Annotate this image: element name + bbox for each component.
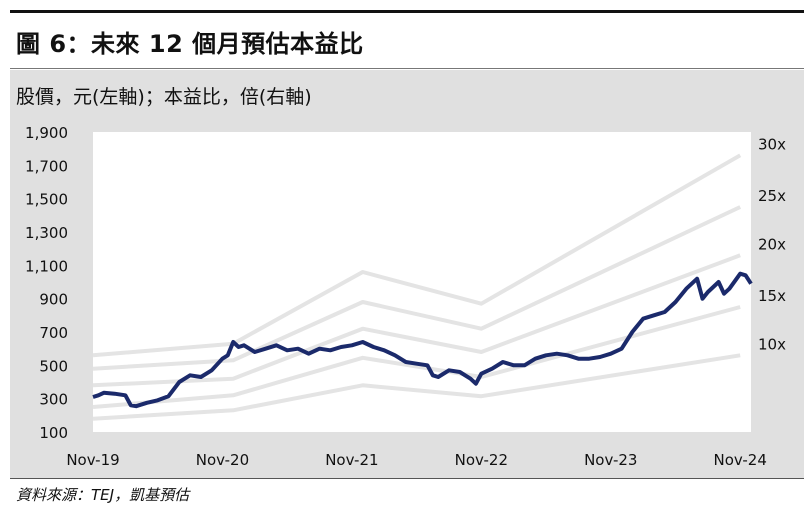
y-tick-label: 1,300 <box>25 224 68 242</box>
pe-band-30x <box>92 153 742 358</box>
figure-title: 圖 6：未來 12 個月預估本益比 <box>16 30 364 58</box>
band-label-25x: 25x <box>758 187 786 205</box>
y-tick-label: 1,100 <box>25 257 68 275</box>
band-label-30x: 30x <box>758 135 786 153</box>
x-tick-label: Nov-21 <box>325 451 378 469</box>
top-rule <box>10 10 804 13</box>
y-tick-label: 700 <box>39 324 68 342</box>
source-note: 資料來源：TEJ，凱基預估 <box>16 486 190 504</box>
pe-band-10x <box>92 353 741 421</box>
chart-subtitle: 股價，元(左軸)；本益比，倍(右軸) <box>16 86 312 108</box>
y-tick-label: 1,900 <box>25 124 68 142</box>
title-divider <box>10 68 804 69</box>
y-left-tick-labels: 100 300 500 700 900 1,100 1,300 1,500 1,700 1,900 <box>25 124 68 442</box>
band-label-15x: 15x <box>758 287 786 305</box>
band-label-20x: 20x <box>758 235 786 253</box>
x-tick-label: Nov-22 <box>455 451 508 469</box>
x-tick-label: Nov-20 <box>196 451 249 469</box>
x-tick-label: Nov-23 <box>584 451 637 469</box>
y-tick-label: 1,700 <box>25 157 68 175</box>
x-tick-label: Nov-19 <box>66 451 119 469</box>
pe-band-25x <box>92 205 742 371</box>
x-tick-label: Nov-24 <box>714 451 767 469</box>
y-tick-label: 1,500 <box>25 191 68 209</box>
y-tick-label: 100 <box>39 424 68 442</box>
band-label-10x: 10x <box>758 335 786 353</box>
y-tick-label: 300 <box>39 391 68 409</box>
pe-band-20x <box>92 253 741 388</box>
plot-area <box>93 132 751 432</box>
y-tick-label: 500 <box>39 357 68 375</box>
x-tick-labels: Nov-19 Nov-20 Nov-21 Nov-22 Nov-23 Nov-24 <box>66 451 767 469</box>
pe-band-labels: 10x 15x 20x 25x 30x <box>758 135 786 353</box>
y-tick-label: 900 <box>39 291 68 309</box>
source-divider <box>10 478 804 479</box>
price-series-line <box>92 271 753 409</box>
